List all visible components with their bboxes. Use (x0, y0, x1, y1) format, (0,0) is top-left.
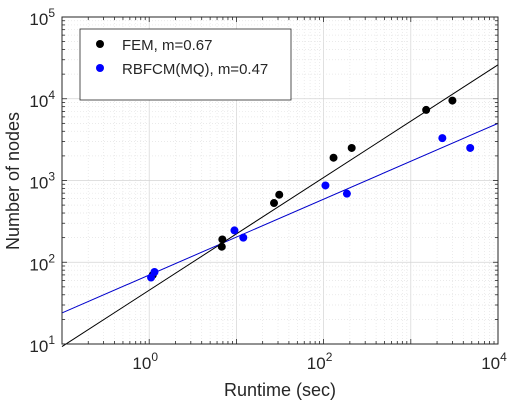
data-point-series-1 (342, 189, 351, 198)
data-point-series-0 (347, 143, 356, 152)
data-points (147, 96, 475, 282)
legend-box (79, 28, 292, 101)
data-point-series-0 (217, 242, 226, 251)
data-point-series-1 (466, 143, 475, 152)
x-tick-label: 100 (132, 350, 158, 373)
x-tick-label: 104 (481, 350, 507, 373)
legend: FEM, m=0.67 RBFCM(MQ), m=0.47 (79, 28, 292, 101)
y-axis-label: Number of nodes (3, 112, 23, 250)
data-point-series-0 (422, 105, 431, 114)
data-point-series-0 (329, 153, 338, 162)
legend-marker-fem (96, 40, 104, 48)
fit-line-1 (61, 122, 499, 314)
x-axis-label: Runtime (sec) (224, 380, 336, 400)
data-point-series-1 (239, 233, 248, 242)
data-point-series-1 (150, 267, 159, 276)
axis-ticks: 100 102 104 101 102 103 104 105 (29, 6, 507, 373)
y-tick-label: 102 (29, 251, 55, 274)
y-tick-label: 101 (29, 333, 55, 356)
data-point-series-1 (321, 181, 330, 190)
data-point-series-0 (270, 199, 279, 208)
data-point-series-0 (218, 235, 227, 244)
data-point-series-1 (438, 134, 447, 143)
data-point-series-1 (230, 226, 239, 235)
y-tick-label: 103 (29, 170, 55, 193)
x-tick-label: 102 (307, 350, 333, 373)
legend-label-fem: FEM, m=0.67 (122, 37, 212, 54)
legend-label-rbfcm: RBFCM(MQ), m=0.47 (122, 61, 268, 78)
legend-marker-rbfcm (96, 64, 104, 72)
y-tick-label: 104 (29, 88, 55, 111)
data-point-series-0 (448, 96, 457, 105)
data-point-series-0 (275, 190, 284, 199)
y-tick-label: 105 (29, 6, 55, 29)
